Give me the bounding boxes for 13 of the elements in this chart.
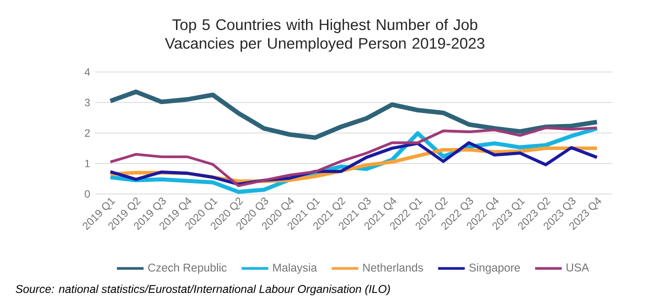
legend-label: Netherlands <box>363 263 424 272</box>
chart-title: Top 5 Countries with Highest Number of Job Vacancies per Unemployed Person 2019-2023 <box>164 18 484 52</box>
y-tick-label: 2 <box>84 129 90 137</box>
y-tick-label: 0 <box>84 190 90 198</box>
legend-label: Singapore <box>469 263 520 274</box>
y-tick-label: 3 <box>84 98 90 106</box>
legend-label: USA <box>566 263 590 272</box>
y-tick-label: 4 <box>84 68 90 76</box>
legend-label: Malaysia <box>273 263 317 274</box>
y-tick-label: 1 <box>85 160 90 168</box>
legend-label: Czech Republic <box>148 263 227 274</box>
source-note: Source: national statistics/Eurostat/International Labour Organisation (ILO) <box>16 284 390 296</box>
line-series <box>108 90 600 140</box>
